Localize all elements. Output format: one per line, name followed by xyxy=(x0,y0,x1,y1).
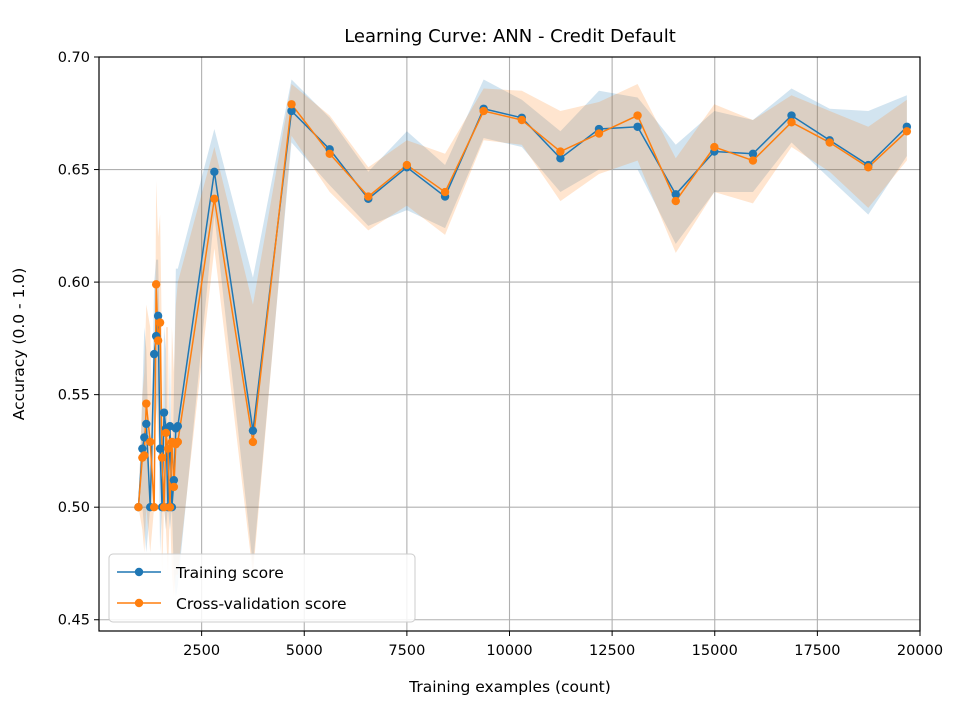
cv-point xyxy=(142,399,151,408)
cv-point xyxy=(825,138,834,147)
x-tick-label: 15000 xyxy=(692,643,738,659)
cv-point xyxy=(902,127,912,136)
training-point xyxy=(149,349,159,359)
cv-point xyxy=(169,482,179,492)
training-band xyxy=(138,79,907,598)
cv-point xyxy=(155,318,165,327)
cv-point xyxy=(440,187,450,197)
cv-point xyxy=(165,502,175,512)
cv-point xyxy=(149,502,159,512)
cv-point xyxy=(325,149,334,158)
x-tick-label: 17500 xyxy=(794,643,840,659)
cv-point xyxy=(248,437,258,447)
axis-ticks: 2500 5000 7500 10000 12500 15000 17500 20000 0.4… xyxy=(58,50,943,659)
training-point xyxy=(787,111,796,120)
x-tick-label: 12500 xyxy=(589,643,635,659)
cv-point xyxy=(151,280,161,289)
training-point xyxy=(173,421,183,431)
cv-point xyxy=(140,451,149,460)
training-point xyxy=(748,149,758,158)
y-tick-label: 0.55 xyxy=(58,388,90,404)
cv-point xyxy=(173,437,183,447)
cv-point xyxy=(153,336,163,345)
cv-point xyxy=(671,196,680,206)
cv-point xyxy=(287,100,296,109)
cv-point xyxy=(402,160,412,170)
y-tick-label: 0.60 xyxy=(58,275,90,291)
legend-box xyxy=(108,553,416,623)
cv-point xyxy=(556,147,565,156)
x-axis-title: Training examples (count) xyxy=(408,678,611,696)
training-point xyxy=(142,419,151,429)
y-tick-label: 0.65 xyxy=(58,163,90,179)
x-tick-label: 10000 xyxy=(486,643,532,659)
training-point xyxy=(169,475,179,485)
x-tick-label: 20000 xyxy=(897,643,943,659)
cv-point xyxy=(710,142,719,152)
cv-point xyxy=(161,428,171,438)
training-point xyxy=(248,426,258,435)
confidence-bands xyxy=(138,79,907,598)
training-point xyxy=(556,154,565,163)
legend-cv-label: Cross-validation score xyxy=(176,595,347,613)
cv-point xyxy=(159,502,169,512)
cv-point xyxy=(479,106,488,116)
x-tick-label: 7500 xyxy=(388,643,425,659)
x-tick-label: 5000 xyxy=(286,643,323,659)
cv-point xyxy=(134,502,143,512)
cv-point xyxy=(787,118,796,127)
training-point xyxy=(287,106,296,116)
y-tick-label: 0.50 xyxy=(58,500,90,516)
y-tick-label: 0.70 xyxy=(58,50,90,66)
cv-point xyxy=(146,437,155,447)
cv-point xyxy=(633,111,642,120)
cv-point xyxy=(594,129,604,138)
cv-point xyxy=(864,163,873,172)
training-point xyxy=(153,311,163,321)
cv-point xyxy=(364,192,373,201)
y-tick-label: 0.45 xyxy=(58,613,90,629)
data-points xyxy=(134,100,912,512)
x-tick-label: 2500 xyxy=(183,643,220,659)
cv-point xyxy=(163,444,173,453)
legend-training-label: Training score xyxy=(175,564,284,582)
training-point xyxy=(671,190,680,199)
training-point xyxy=(138,444,147,453)
training-point xyxy=(210,167,219,176)
training-point xyxy=(140,433,149,442)
cv-point xyxy=(517,115,527,125)
cv-point xyxy=(157,453,167,462)
cv-point xyxy=(748,156,758,165)
training-point xyxy=(159,408,169,417)
cv-point xyxy=(210,194,219,204)
training-point xyxy=(633,122,642,131)
legend-cv-marker xyxy=(134,598,144,608)
cv-band xyxy=(138,84,907,598)
legend-training-marker xyxy=(134,567,144,577)
training-point xyxy=(155,444,165,453)
y-axis-title: Accuracy (0.0 - 1.0) xyxy=(10,268,28,421)
legend: Training score Cross-validation score xyxy=(108,553,416,623)
chart-title: Learning Curve: ANN - Credit Default xyxy=(344,26,676,47)
